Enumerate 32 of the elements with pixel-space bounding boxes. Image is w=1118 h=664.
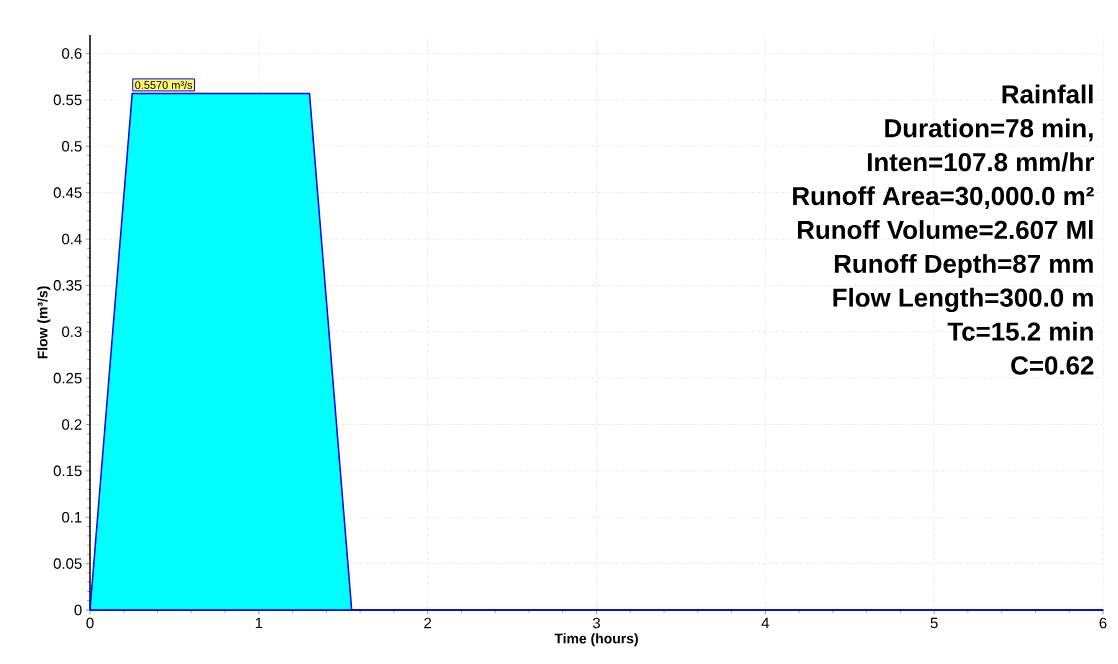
y-tick-label: 0.55 — [53, 94, 82, 106]
annotation: Runoff Area=30,000.0 m² — [793, 186, 1094, 209]
annotation: Duration=78 min, — [885, 118, 1093, 142]
y-tick-label: 0.6 — [62, 48, 82, 59]
x-tick-label: 2 — [424, 617, 432, 629]
annotation: Inten=107.8 mm/hr — [867, 152, 1094, 172]
x-axis-title: Time (hours) — [554, 633, 638, 647]
x-tick-label: 0 — [86, 617, 94, 629]
y-tick-label: 0.3 — [62, 326, 82, 338]
annotation: Tc=15.2 min — [947, 321, 1093, 341]
y-tick-label: 0.4 — [62, 233, 82, 245]
y-tick-label: 0 — [74, 604, 82, 616]
y-tick-label: 0.5 — [62, 140, 82, 152]
x-tick-label: 1 — [255, 617, 263, 629]
annotation: Flow Length=300.0 m — [833, 287, 1093, 313]
annotation: Runoff Depth=87 mm — [834, 253, 1093, 279]
y-axis-title: Flow (m³/s) — [37, 286, 51, 359]
annotation: 0.5570 m³/s — [135, 80, 193, 89]
y-tick-label: 0.1 — [62, 511, 82, 523]
y-tick-label: 0.15 — [53, 465, 82, 477]
x-tick-label: 5 — [930, 617, 938, 629]
y-tick-label: 0.2 — [62, 419, 82, 430]
y-tick-label: 0.25 — [53, 372, 82, 384]
annotation: Runoff Volume=2.607 Ml — [797, 220, 1093, 240]
y-tick-label: 0.35 — [53, 280, 82, 291]
x-tick-label: 4 — [761, 617, 770, 629]
x-tick-label: 6 — [1099, 617, 1107, 629]
annotation: Rainfall — [1002, 84, 1093, 104]
y-tick-label: 0.05 — [53, 558, 82, 569]
annotation: C=0.62 — [1011, 356, 1094, 375]
y-tick-label: 0.45 — [53, 187, 82, 198]
x-tick-label: 3 — [592, 617, 600, 629]
